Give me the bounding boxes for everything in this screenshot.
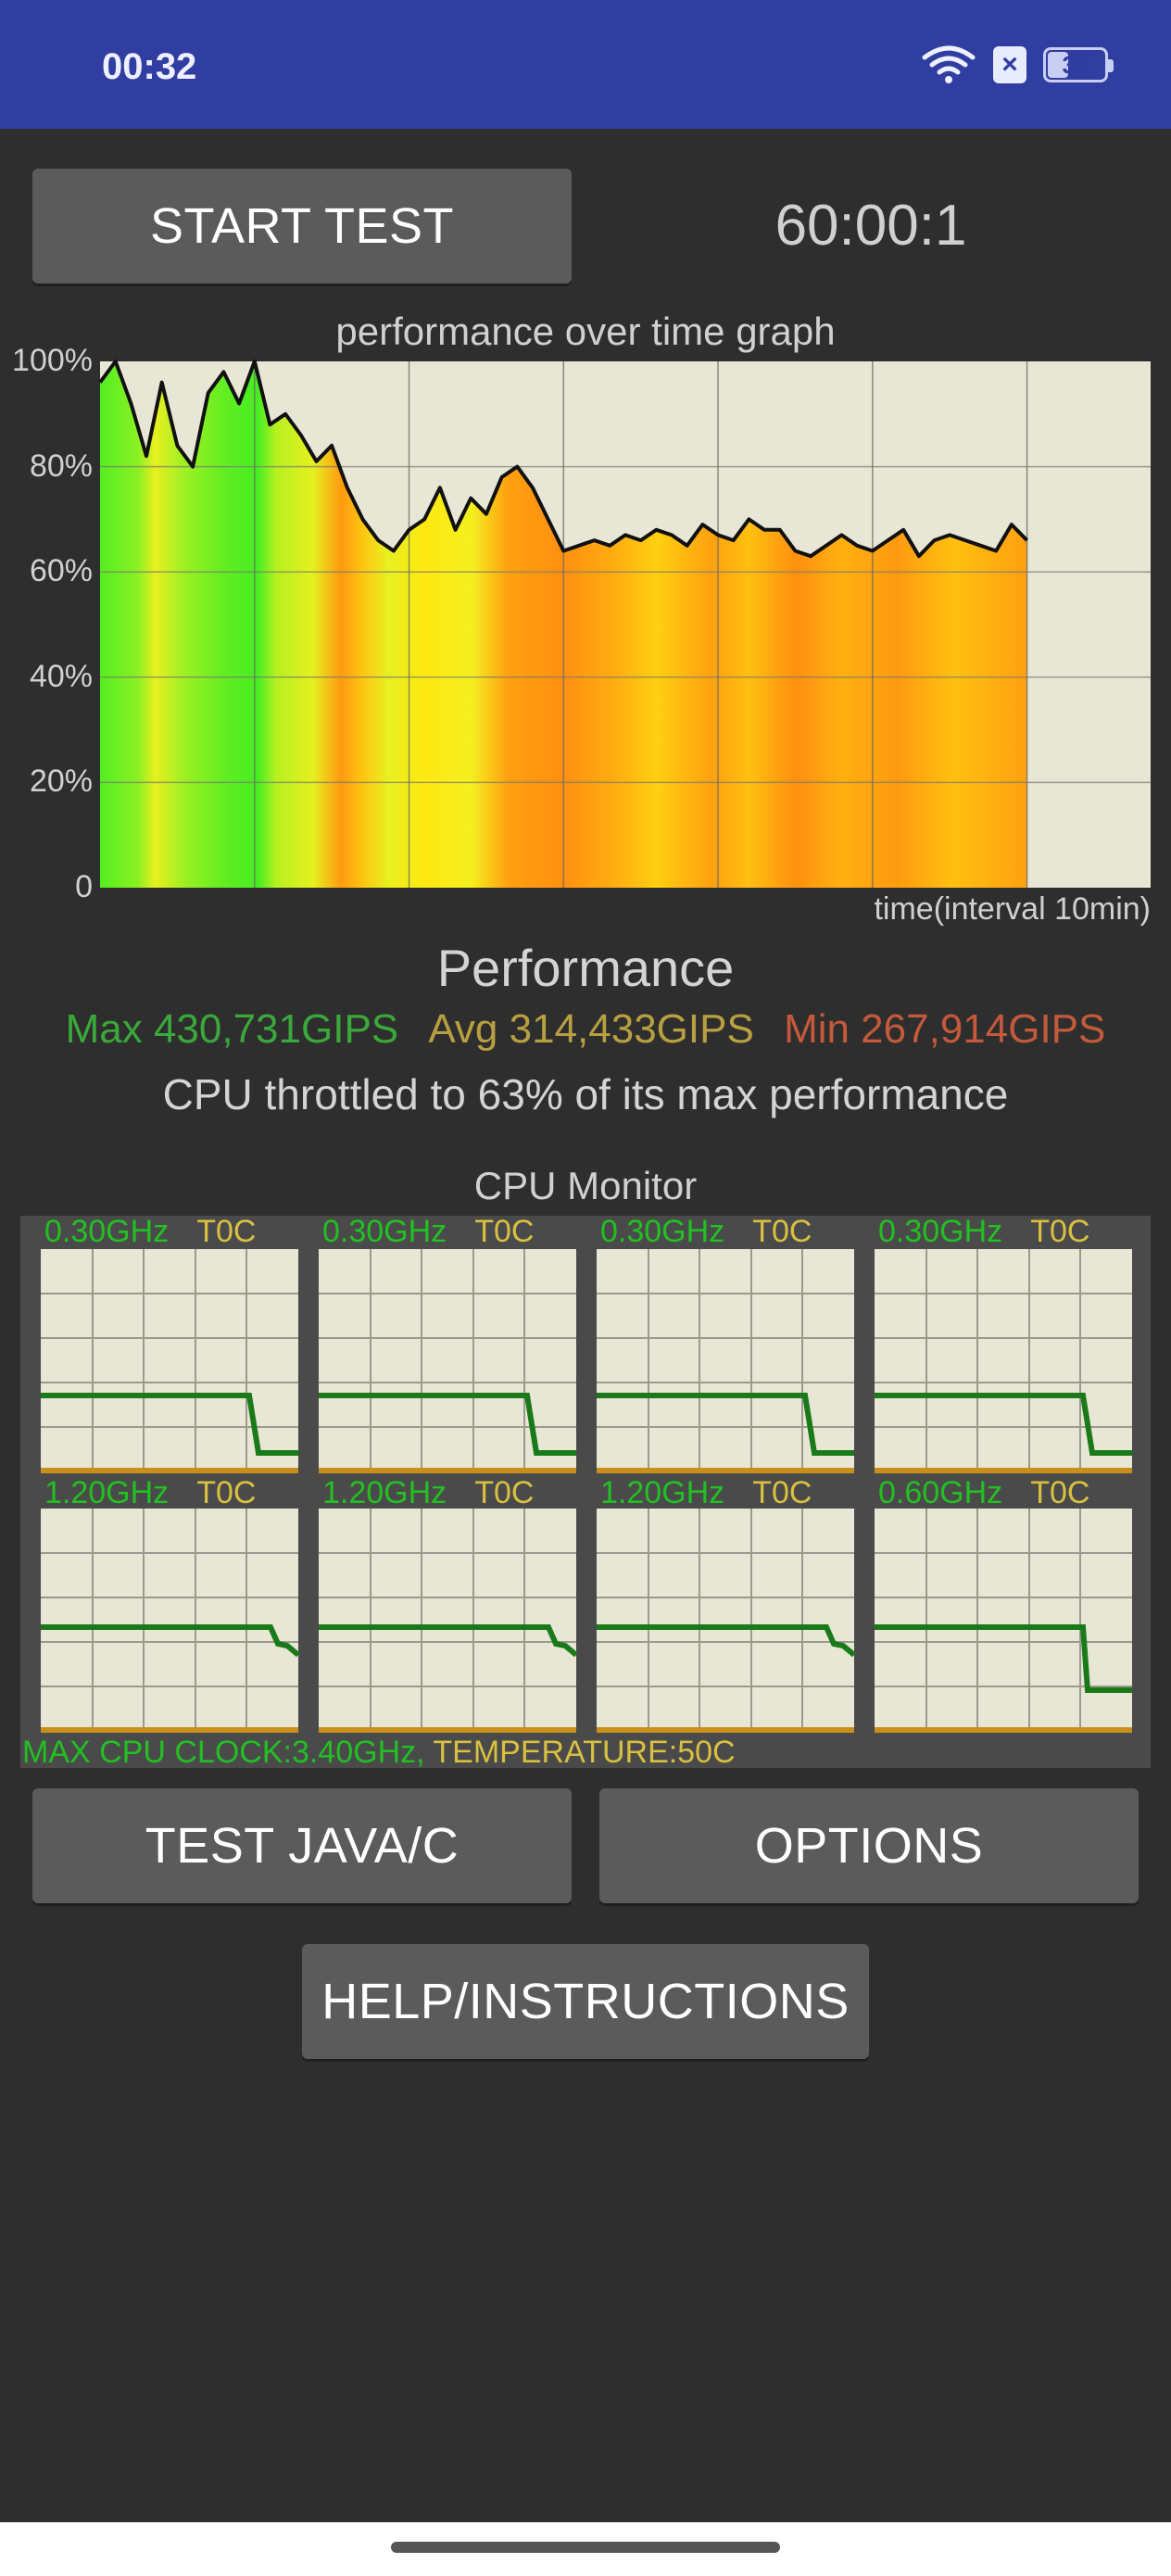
y-tick-label: 20%: [29, 764, 93, 799]
y-tick-label: 60%: [29, 553, 93, 588]
core-frequency: 1.20GHz: [600, 1475, 725, 1510]
home-gesture-handle[interactable]: [391, 2542, 780, 2553]
max-cpu-clock: MAX CPU CLOCK:3.40GHz,: [22, 1735, 425, 1770]
navigation-bar: [0, 2522, 1171, 2576]
performance-stats: Max 430,731GIPS Avg 314,433GIPS Min 267,…: [0, 1006, 1171, 1053]
core-frequency: 0.30GHz: [44, 1214, 170, 1249]
core-frequency: 0.30GHz: [322, 1214, 447, 1249]
core-chart: [597, 1249, 854, 1473]
throttle-message: CPU throttled to 63% of its max performa…: [162, 1070, 1009, 1118]
avg-performance: Avg 314,433GIPS: [428, 1006, 754, 1052]
core-temperature: T0C: [1030, 1475, 1090, 1510]
performance-graph: [98, 360, 1151, 888]
core-label: 1.20GHz T0C: [600, 1475, 812, 1511]
cpu-temperature: TEMPERATURE:50C: [433, 1735, 736, 1770]
max-performance: Max 430,731GIPS: [65, 1006, 399, 1052]
core-label: 1.20GHz T0C: [44, 1475, 256, 1511]
core-temperature: T0C: [1030, 1214, 1090, 1249]
core-chart: [41, 1249, 298, 1473]
battery-icon: 36: [1043, 47, 1114, 82]
cpu-monitor-title: CPU Monitor: [473, 1164, 698, 1207]
core-frequency: 0.60GHz: [878, 1475, 1003, 1510]
core-label: 0.30GHz T0C: [322, 1214, 534, 1250]
core-temperature: T0C: [196, 1214, 257, 1249]
core-frequency: 0.30GHz: [600, 1214, 725, 1249]
core-chart: [319, 1249, 576, 1473]
y-tick-label: 80%: [29, 448, 93, 484]
x-axis-caption: time(interval 10min): [874, 891, 1151, 927]
performance-line: [98, 360, 1029, 559]
core-frequency: 0.30GHz: [878, 1214, 1003, 1249]
core-label: 1.20GHz T0C: [322, 1475, 534, 1511]
graph-title: performance over time graph: [335, 309, 836, 353]
core-temperature: T0C: [474, 1214, 535, 1249]
core-chart: [41, 1509, 300, 1733]
cpu-footer: MAX CPU CLOCK:3.40GHz, TEMPERATURE:50C: [22, 1735, 736, 1771]
min-performance: Min 267,914GIPS: [784, 1006, 1106, 1052]
core-temperature: T0C: [196, 1475, 257, 1510]
wifi-icon: [922, 45, 976, 83]
help-instructions-button[interactable]: HELP/INSTRUCTIONS: [302, 1944, 869, 2059]
core-chart: [875, 1249, 1132, 1473]
battery-percent: 36: [1062, 51, 1089, 79]
status-bar: 00:32 × 36: [0, 0, 1171, 129]
core-temperature: T0C: [474, 1475, 535, 1510]
core-frequency: 1.20GHz: [322, 1475, 447, 1510]
test-timer: 60:00:1: [774, 194, 967, 258]
start-test-button[interactable]: START TEST: [32, 169, 572, 284]
test-java-c-button[interactable]: TEST JAVA/C: [32, 1788, 572, 1903]
status-icons: × 36: [921, 44, 1114, 85]
battery-level: [1048, 52, 1068, 78]
core-chart: [319, 1509, 578, 1733]
no-sim-icon: ×: [993, 46, 1026, 83]
y-tick-label: 0: [75, 869, 93, 904]
core-temperature: T0C: [752, 1214, 812, 1249]
performance-title: Performance: [436, 939, 735, 997]
battery-cap: [1108, 59, 1114, 72]
core-temperature: T0C: [752, 1475, 812, 1510]
core-label: 0.60GHz T0C: [878, 1475, 1089, 1511]
y-tick-label: 40%: [29, 659, 93, 694]
core-frequency: 1.20GHz: [44, 1475, 170, 1510]
core-chart: [597, 1509, 856, 1733]
status-time: 00:32: [102, 46, 197, 87]
options-button[interactable]: OPTIONS: [599, 1788, 1139, 1903]
y-tick-label: 100%: [12, 343, 93, 378]
core-label: 0.30GHz T0C: [878, 1214, 1089, 1250]
core-label: 0.30GHz T0C: [600, 1214, 812, 1250]
core-label: 0.30GHz T0C: [44, 1214, 256, 1250]
core-chart: [875, 1509, 1132, 1733]
